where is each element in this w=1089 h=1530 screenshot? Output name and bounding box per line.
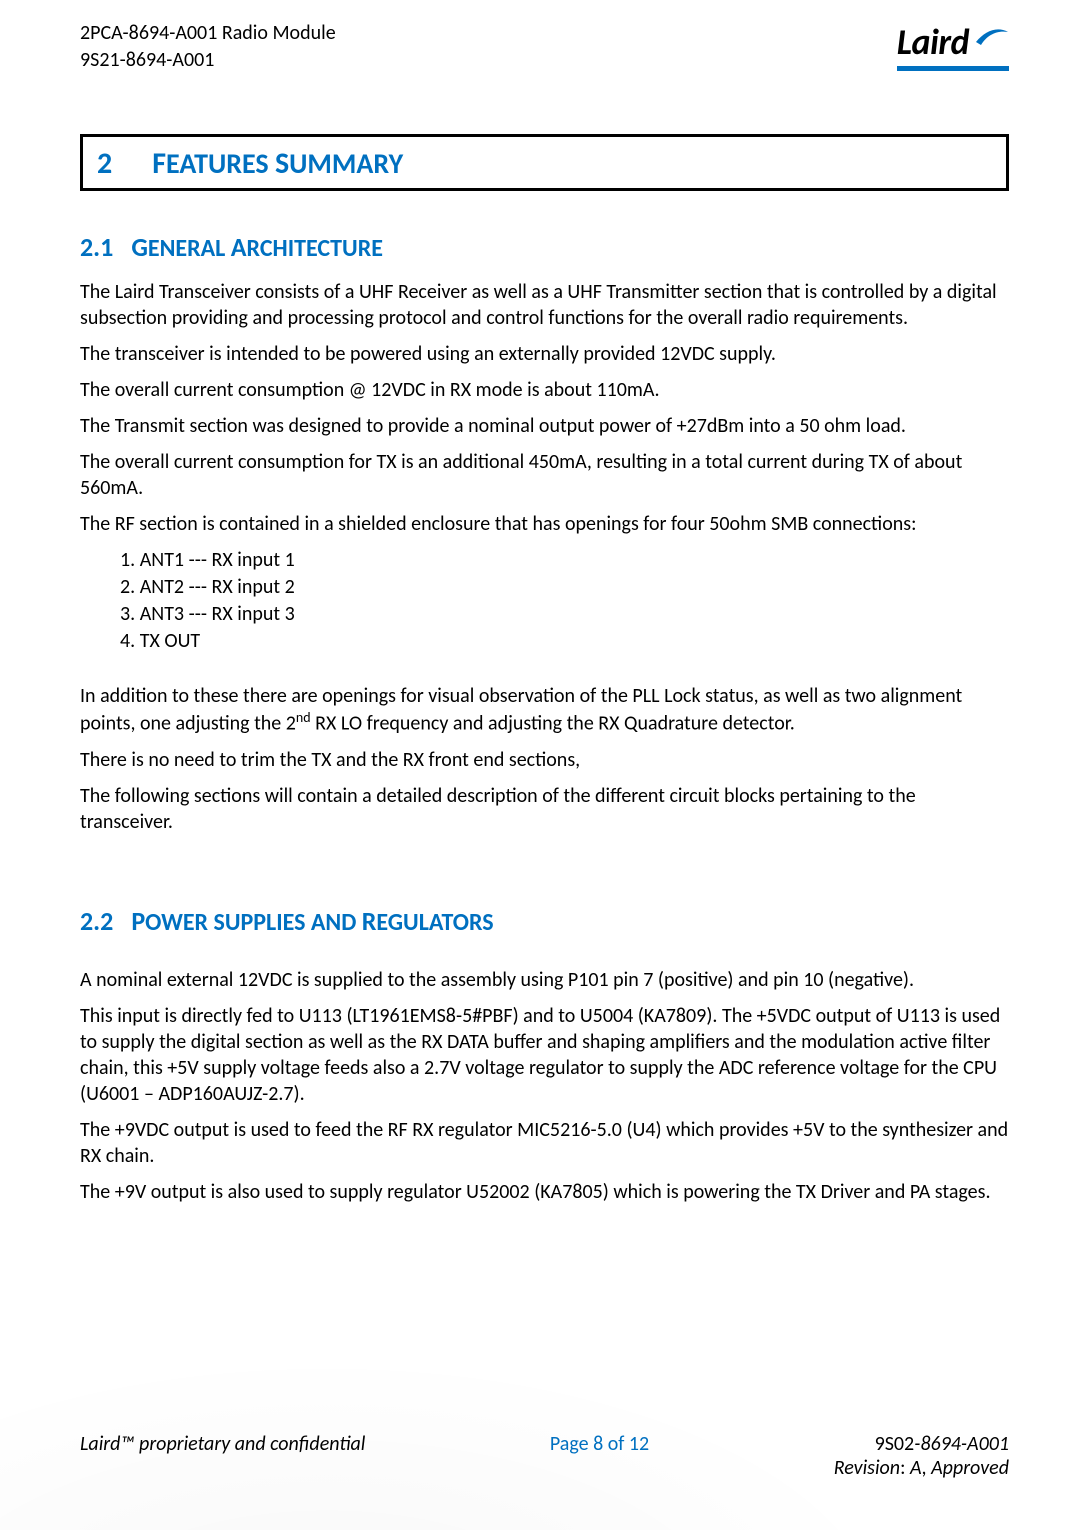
sub1-rest2: RCHITECTURE bbox=[247, 234, 383, 263]
para-pwr-1: A nominal external 12VDC is supplied to … bbox=[80, 967, 1009, 993]
sub2-rest1: OWER SUPPLIES AND bbox=[145, 908, 362, 937]
subsection-title: GENERAL ARCHITECTURE bbox=[131, 231, 383, 263]
footer-rev-colon: : bbox=[900, 1456, 910, 1480]
footer-rev-label: Revision bbox=[834, 1456, 900, 1480]
sub2-rest2: EGULATORS bbox=[376, 908, 493, 937]
header-text-block: 2PCA-8694-A001 Radio Module 9S21-8694-A0… bbox=[80, 20, 336, 74]
section-title-cap1: F bbox=[152, 145, 166, 182]
footer-rev-sep: , bbox=[922, 1456, 932, 1480]
para-arch-6: The RF section is contained in a shielde… bbox=[80, 511, 1009, 537]
para-pwr-2: This input is directly fed to U113 (LT19… bbox=[80, 1003, 1009, 1107]
smb-connection-list: 1. ANT1 --- RX input 1 2. ANT2 --- RX in… bbox=[120, 547, 1009, 655]
section-number: 2 bbox=[97, 145, 112, 182]
para-arch-3: The overall current consumption @ 12VDC … bbox=[80, 377, 1009, 403]
section-heading-bar: 2 FEATURES SUMMARY bbox=[80, 134, 1009, 191]
subsection-number: 2.1 bbox=[80, 231, 113, 263]
page: 2PCA-8694-A001 Radio Module 9S21-8694-A0… bbox=[0, 0, 1089, 1530]
footer-left: Laird™ proprietary and confidential bbox=[80, 1432, 365, 1456]
footer-rev-value: A bbox=[910, 1456, 922, 1480]
footer-docnum: 9S02-8694-A001 bbox=[834, 1432, 1009, 1456]
footer-revision: Revision: A, Approved bbox=[834, 1456, 1009, 1480]
list-item: 2. ANT2 --- RX input 2 bbox=[120, 574, 1009, 601]
page-footer: Laird™ proprietary and confidential Page… bbox=[80, 1432, 1009, 1480]
para-arch-4: The Transmit section was designed to pro… bbox=[80, 413, 1009, 439]
para-arch-1: The Laird Transceiver consists of a UHF … bbox=[80, 279, 1009, 331]
para-arch-5: The overall current consumption for TX i… bbox=[80, 449, 1009, 501]
footer-page-number: Page 8 of 12 bbox=[550, 1432, 649, 1456]
watermark-gradient bbox=[0, 1270, 1089, 1530]
section-title: FEATURES SUMMARY bbox=[152, 145, 403, 182]
para-arch-7-sup: nd bbox=[296, 709, 311, 726]
logo-text: Laird bbox=[897, 20, 975, 64]
list-item: 1. ANT1 --- RX input 1 bbox=[120, 547, 1009, 574]
footer-docnum-post: -8694-A001 bbox=[914, 1432, 1009, 1456]
para-arch-2: The transceiver is intended to be powere… bbox=[80, 341, 1009, 367]
subsection-title: POWER SUPPLIES AND REGULATORS bbox=[131, 905, 493, 937]
sub1-cap1: G bbox=[131, 231, 148, 263]
subsection-2-2: 2.2 POWER SUPPLIES AND REGULATORS bbox=[80, 905, 1009, 937]
sub1-cap2: A bbox=[231, 231, 247, 263]
para-pwr-4: The +9V output is also used to supply re… bbox=[80, 1179, 1009, 1205]
para-arch-7-post: RX LO frequency and adjusting the RX Qua… bbox=[311, 712, 795, 736]
para-pwr-3: The +9VDC output is used to feed the RF … bbox=[80, 1117, 1009, 1169]
subsection-number: 2.2 bbox=[80, 905, 113, 937]
footer-rev-status: Approved bbox=[931, 1456, 1009, 1480]
subsection-2-1: 2.1 GENERAL ARCHITECTURE bbox=[80, 231, 1009, 263]
section-title-rest1: EATURES bbox=[166, 146, 275, 181]
para-arch-9: The following sections will contain a de… bbox=[80, 783, 1009, 835]
section-title-cap2: S bbox=[275, 145, 289, 182]
para-arch-8: There is no need to trim the TX and the … bbox=[80, 747, 1009, 773]
sub1-rest1: ENERAL bbox=[148, 234, 231, 263]
list-item: 3. ANT3 --- RX input 3 bbox=[120, 601, 1009, 628]
footer-docnum-pre: 9S02 bbox=[875, 1432, 915, 1456]
sub2-cap2: R bbox=[362, 905, 377, 937]
list-item: 4. TX OUT bbox=[120, 628, 1009, 655]
footer-right: 9S02-8694-A001 Revision: A, Approved bbox=[834, 1432, 1009, 1480]
para-arch-7: In addition to these there are openings … bbox=[80, 683, 1009, 737]
sub2-cap1: P bbox=[131, 905, 145, 937]
laird-logo: Laird bbox=[897, 20, 1009, 71]
section-title-rest2: UMMARY bbox=[289, 146, 403, 181]
logo-swoosh-icon bbox=[975, 18, 1009, 48]
header-line1: 2PCA-8694-A001 Radio Module bbox=[80, 20, 336, 47]
header-line2: 9S21-8694-A001 bbox=[80, 47, 336, 74]
page-header: 2PCA-8694-A001 Radio Module 9S21-8694-A0… bbox=[80, 20, 1009, 74]
